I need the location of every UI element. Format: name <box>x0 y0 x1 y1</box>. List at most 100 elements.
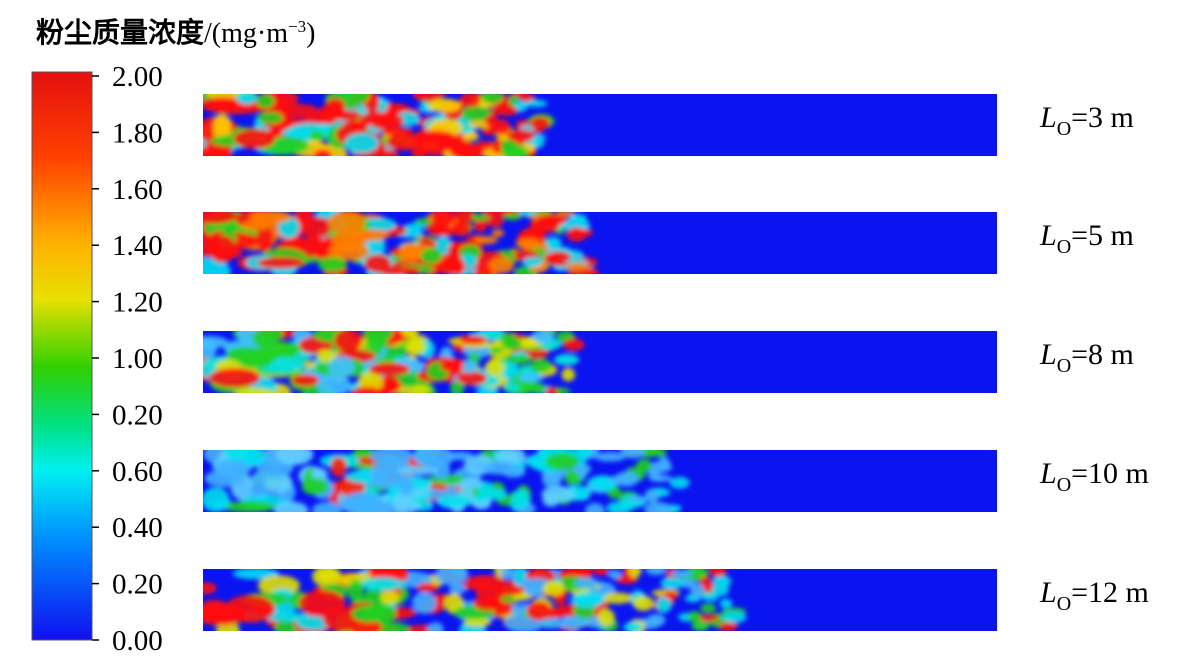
dust-blob <box>380 590 400 605</box>
dust-blob <box>411 592 437 614</box>
dust-blob <box>225 346 265 362</box>
dust-blob <box>281 128 313 138</box>
dust-blob <box>456 371 488 386</box>
dust-blob <box>655 597 672 613</box>
dust-blob <box>620 450 646 459</box>
dust-blob <box>435 569 468 586</box>
dust-blob <box>486 217 504 228</box>
dust-blob <box>455 212 474 224</box>
colorbar-label: 1.40 <box>112 230 163 262</box>
dust-blob <box>491 229 505 237</box>
dust-blob <box>709 569 727 578</box>
dust-blob <box>719 621 738 631</box>
dust-blob <box>514 100 528 112</box>
panel-label: LO=5 m <box>1039 219 1134 258</box>
dust-blob <box>434 131 457 148</box>
dust-blob <box>435 235 452 255</box>
title-exp: −3 <box>288 17 306 36</box>
dust-blob <box>644 502 672 512</box>
dust-blob <box>462 359 477 373</box>
dust-blob <box>581 450 595 455</box>
dust-blob <box>398 242 423 263</box>
dust-blob <box>545 236 562 250</box>
dust-blob <box>301 478 329 496</box>
dust-blob <box>564 262 590 271</box>
dust-blob <box>500 138 519 155</box>
dust-blob <box>636 458 652 473</box>
dust-blob <box>321 112 337 125</box>
dust-blob <box>484 360 505 375</box>
concentration-field <box>203 569 747 631</box>
dust-blob <box>562 218 591 232</box>
dust-blob <box>240 220 272 231</box>
dust-blob <box>483 597 501 610</box>
dust-blob <box>347 579 365 603</box>
dust-blob <box>209 368 261 388</box>
dust-blob <box>663 590 678 600</box>
dust-blob <box>431 212 457 226</box>
dust-blob <box>466 575 505 587</box>
dust-blob <box>327 212 366 235</box>
colorbar-label: 1.00 <box>112 343 163 375</box>
dust-blob <box>503 213 522 221</box>
dust-blob <box>413 450 455 468</box>
label-var: L <box>1039 219 1057 252</box>
dust-blob <box>566 227 587 242</box>
dust-blob <box>480 94 504 104</box>
dust-blob <box>256 224 274 252</box>
colorbar-label: 1.60 <box>112 174 163 206</box>
dust-blob <box>597 608 615 626</box>
dust-blob <box>530 116 550 131</box>
colorbar-label: 0.00 <box>112 625 163 657</box>
dust-blob <box>649 474 672 482</box>
dust-blob <box>459 477 485 490</box>
label-var: L <box>1039 576 1057 609</box>
dust-blob <box>670 569 694 578</box>
label-var: L <box>1039 338 1057 371</box>
dust-blob <box>364 254 392 273</box>
dust-blob <box>530 358 552 374</box>
dust-blob <box>427 622 444 631</box>
title-unit: /(mg·m <box>204 18 288 49</box>
dust-blob <box>628 569 642 579</box>
dust-blob <box>203 235 217 257</box>
title-main: 粉尘质量浓度 <box>36 16 204 49</box>
dust-blob <box>722 611 747 623</box>
dust-blob <box>516 212 537 217</box>
title: 粉尘质量浓度/(mg·m−3) <box>36 16 315 49</box>
dust-blob <box>475 386 499 393</box>
dust-blob <box>526 601 552 621</box>
dust-blob <box>296 616 332 631</box>
dust-blob <box>561 367 576 382</box>
dust-blob <box>368 362 410 376</box>
dust-blob <box>213 114 232 143</box>
dust-blob <box>644 489 660 504</box>
dust-blob <box>463 617 492 627</box>
dust-blob <box>365 332 388 352</box>
dust-blob <box>488 256 514 274</box>
dust-blob <box>594 451 626 462</box>
dust-blob <box>492 119 511 136</box>
dust-blob <box>234 387 273 393</box>
dust-blob <box>369 112 404 131</box>
dust-blob <box>395 465 440 476</box>
dust-blob <box>608 569 622 580</box>
dust-blob <box>203 582 217 595</box>
dust-blob <box>478 481 494 500</box>
dust-blob <box>257 111 284 124</box>
dust-blob <box>436 495 473 508</box>
dust-blob <box>700 603 717 613</box>
dust-blob <box>256 94 275 109</box>
dust-blob <box>353 450 375 458</box>
dust-blob <box>645 569 667 576</box>
dust-blob <box>554 212 575 218</box>
dust-blob <box>203 97 246 113</box>
dust-blob <box>298 590 346 617</box>
colorbar-ticks: 2.00 1.80 1.60 1.40 1.20 1.00 0.20 0.60 0.40 0.20… <box>92 61 163 657</box>
dust-blob <box>527 454 544 469</box>
label-var: L <box>1039 101 1057 134</box>
dust-blob <box>554 354 580 366</box>
dust-blob <box>370 450 413 465</box>
dust-blob <box>204 469 245 488</box>
